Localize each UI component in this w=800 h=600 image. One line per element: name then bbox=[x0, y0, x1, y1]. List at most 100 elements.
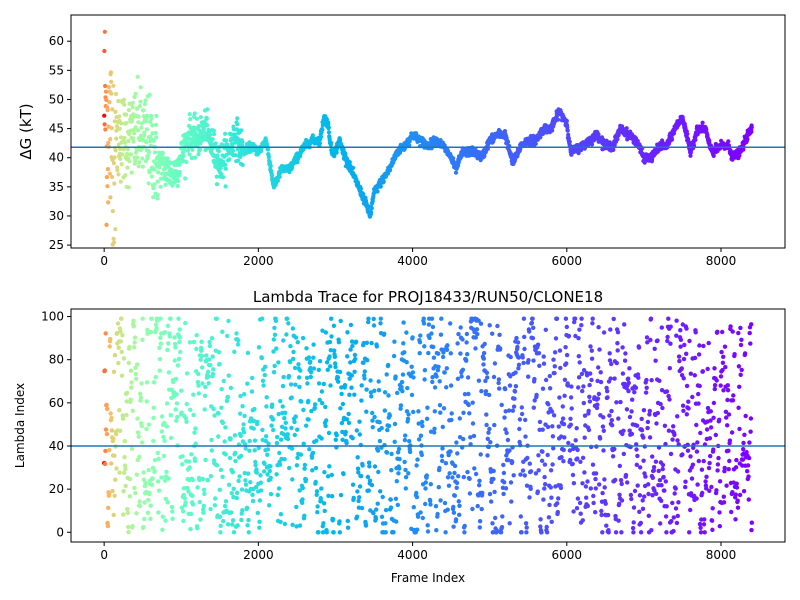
lambda-point bbox=[541, 497, 546, 502]
lambda-point bbox=[414, 490, 419, 496]
lambda-point bbox=[464, 358, 469, 363]
delta-g-point bbox=[105, 108, 110, 113]
lambda-point bbox=[437, 379, 442, 384]
delta-g-point bbox=[177, 162, 182, 167]
lambda-point bbox=[736, 405, 741, 410]
lambda-point bbox=[535, 342, 541, 347]
delta-g-point bbox=[118, 135, 124, 140]
lambda-point bbox=[432, 385, 438, 390]
lambda-point bbox=[742, 351, 748, 356]
lambda-point bbox=[456, 474, 461, 479]
lambda-point bbox=[585, 503, 590, 509]
lambda-point bbox=[429, 316, 435, 321]
lambda-point bbox=[359, 505, 365, 511]
lambda-point bbox=[488, 440, 493, 445]
delta-g-point bbox=[210, 137, 215, 142]
delta-g-y-tick-label: 40 bbox=[49, 151, 64, 165]
lambda-point bbox=[138, 391, 143, 396]
lambda-x-tick-label: 6000 bbox=[552, 548, 583, 562]
lambda-point bbox=[725, 397, 730, 403]
lambda-point bbox=[184, 401, 189, 407]
lambda-point bbox=[268, 491, 274, 497]
lambda-point bbox=[402, 437, 408, 443]
lambda-point bbox=[197, 499, 202, 505]
delta-g-point bbox=[122, 135, 127, 141]
lambda-point bbox=[426, 350, 431, 356]
lambda-point bbox=[629, 409, 634, 414]
lambda-point bbox=[743, 413, 748, 419]
lambda-point bbox=[601, 448, 606, 453]
lambda-point bbox=[384, 372, 389, 377]
lambda-point bbox=[112, 493, 117, 498]
lambda-point bbox=[362, 369, 367, 374]
lambda-point bbox=[512, 396, 517, 401]
lambda-point bbox=[650, 454, 655, 459]
lambda-point bbox=[734, 485, 740, 490]
lambda-point bbox=[670, 500, 675, 506]
lambda-point bbox=[462, 530, 467, 535]
lambda-point bbox=[489, 499, 494, 504]
lambda-point bbox=[420, 515, 425, 521]
lambda-point bbox=[403, 467, 408, 473]
lambda-point bbox=[102, 461, 108, 467]
lambda-point bbox=[514, 335, 519, 341]
lambda-point bbox=[640, 498, 645, 503]
delta-g-point bbox=[142, 130, 147, 135]
lambda-point bbox=[653, 358, 658, 363]
lambda-point bbox=[338, 406, 343, 411]
lambda-point bbox=[111, 436, 116, 441]
delta-g-point bbox=[482, 154, 487, 159]
lambda-point bbox=[368, 378, 373, 383]
lambda-point bbox=[152, 469, 157, 474]
lambda-point bbox=[589, 348, 594, 353]
lambda-point bbox=[221, 378, 226, 384]
lambda-point bbox=[566, 333, 572, 339]
lambda-point bbox=[401, 320, 406, 325]
lambda-point bbox=[121, 512, 126, 517]
lambda-point bbox=[524, 530, 529, 535]
lambda-point bbox=[564, 324, 569, 330]
lambda-point bbox=[211, 367, 216, 372]
lambda-point bbox=[220, 329, 225, 334]
lambda-point bbox=[668, 451, 674, 457]
lambda-point bbox=[544, 530, 550, 535]
lambda-point bbox=[611, 316, 616, 322]
lambda-point bbox=[599, 508, 604, 514]
delta-g-y-tick-label: 30 bbox=[49, 209, 64, 223]
lambda-point bbox=[239, 487, 245, 492]
delta-g-point bbox=[624, 126, 629, 131]
delta-g-point bbox=[150, 131, 155, 136]
lambda-point bbox=[697, 521, 703, 527]
lambda-point bbox=[451, 524, 456, 529]
lambda-point bbox=[747, 440, 752, 445]
lambda-point bbox=[221, 518, 226, 524]
lambda-point bbox=[720, 329, 725, 335]
lambda-point bbox=[675, 513, 680, 519]
delta-g-point bbox=[277, 174, 282, 179]
lambda-point bbox=[564, 361, 569, 366]
lambda-point bbox=[176, 316, 181, 321]
delta-g-point bbox=[160, 151, 165, 156]
lambda-point bbox=[593, 471, 599, 476]
lambda-point bbox=[430, 324, 436, 330]
lambda-point bbox=[690, 394, 695, 400]
lambda-point bbox=[484, 422, 489, 428]
lambda-point bbox=[541, 361, 547, 366]
lambda-point bbox=[105, 406, 110, 412]
lambda-point bbox=[404, 360, 409, 365]
lambda-point bbox=[618, 478, 624, 483]
lambda-point bbox=[112, 453, 117, 458]
lambda-point bbox=[312, 402, 318, 407]
lambda-point bbox=[308, 359, 313, 364]
lambda-point bbox=[726, 412, 732, 417]
lambda-point bbox=[444, 366, 449, 371]
lambda-point bbox=[214, 316, 219, 321]
lambda-point bbox=[631, 505, 637, 510]
lambda-point bbox=[277, 450, 282, 456]
lambda-point bbox=[527, 329, 532, 334]
lambda-point bbox=[240, 404, 245, 409]
lambda-point bbox=[309, 455, 315, 460]
lambda-point bbox=[487, 491, 493, 497]
lambda-point bbox=[180, 509, 186, 514]
lambda-point bbox=[526, 374, 531, 379]
